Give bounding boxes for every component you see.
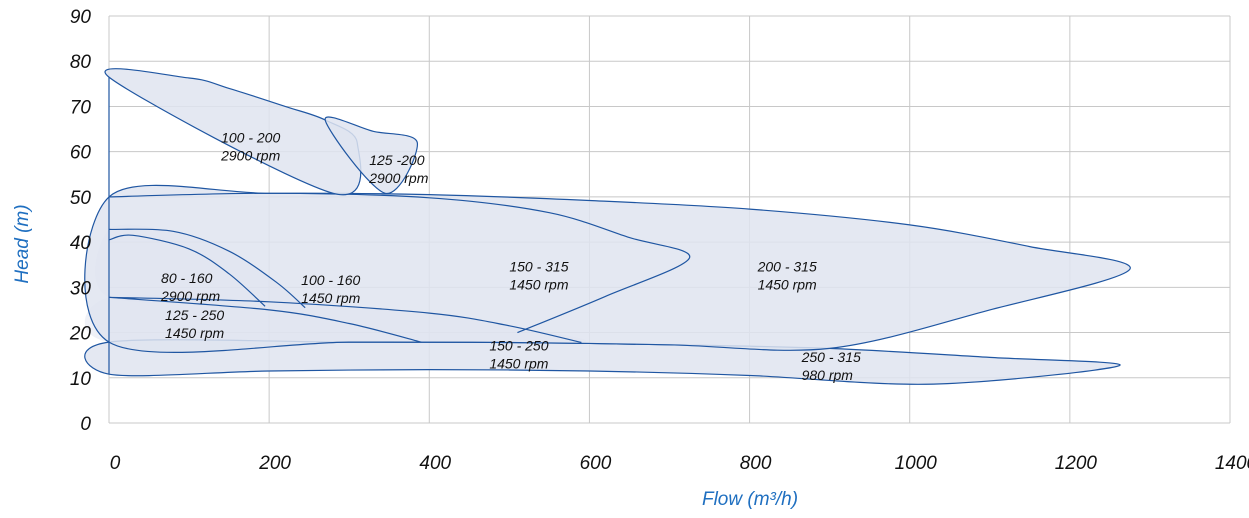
y-tick-label: 70 — [70, 97, 92, 118]
region-125-250-outline — [108, 296, 422, 343]
region-speed-label: 2900 rpm — [160, 288, 220, 304]
x-tick-label: 800 — [740, 453, 772, 474]
region-model-label: 80 - 160 — [161, 270, 213, 286]
region-150-250-outline — [108, 296, 582, 344]
x-tick-label: 200 — [258, 453, 291, 474]
region-100-160-outline — [108, 228, 306, 309]
y-tick-label: 30 — [70, 278, 92, 299]
y-tick-label: 0 — [80, 414, 91, 435]
region-speed-label: 1450 rpm — [489, 356, 548, 372]
y-tick-label: 40 — [70, 233, 92, 254]
x-tick-label: 600 — [580, 453, 612, 474]
y-tick-label: 10 — [70, 369, 92, 390]
region-speed-label: 1450 rpm — [509, 277, 568, 293]
region-200-315-outline — [84, 184, 1131, 353]
region-speed-label: 2900 rpm — [220, 148, 280, 164]
region-speed-label: 1450 rpm — [301, 290, 360, 306]
pump-regions — [84, 68, 1131, 385]
region-model-label: 150 - 315 — [509, 259, 568, 275]
x-tick-label: 1200 — [1055, 453, 1098, 474]
y-tick-label: 20 — [69, 324, 92, 345]
y-tick-label: 50 — [70, 188, 92, 209]
y-tick-label: 80 — [70, 52, 92, 73]
y-axis-ticks: 0 10 20 30 40 50 60 70 80 90 — [69, 7, 92, 435]
x-tick-label: 1000 — [895, 453, 938, 474]
region-100-200-outline — [104, 68, 362, 196]
y-axis-title: Head (m) — [12, 204, 33, 283]
region-labels: 250 - 315 980 rpm 200 - 315 1450 rpm 150 - 3… — [160, 130, 861, 383]
region-model-label: 125 - 250 — [165, 307, 224, 323]
region-150-315-outline — [108, 192, 691, 334]
region-model-label: 100 - 160 — [301, 272, 360, 288]
region-speed-label: 1450 rpm — [758, 277, 817, 293]
region-model-label: 150 - 250 — [489, 338, 548, 354]
region-speed-label: 2900 rpm — [368, 170, 428, 186]
region-speed-label: 980 rpm — [802, 367, 854, 383]
region-model-label: 100 - 200 — [221, 130, 280, 146]
x-tick-label: 400 — [419, 453, 451, 474]
x-tick-label: 0 — [110, 453, 121, 474]
y-tick-label: 90 — [70, 7, 92, 28]
region-model-label: 200 - 315 — [757, 259, 817, 275]
region-speed-label: 1450 rpm — [165, 325, 224, 341]
region-model-label: 125 -200 — [369, 152, 424, 168]
region-80-160-outline — [108, 234, 266, 307]
y-tick-label: 60 — [70, 143, 92, 164]
region-125-200-outline — [324, 116, 418, 194]
region-model-label: 250 - 315 — [801, 349, 861, 365]
x-axis-title: Flow (m³/h) — [702, 489, 798, 510]
